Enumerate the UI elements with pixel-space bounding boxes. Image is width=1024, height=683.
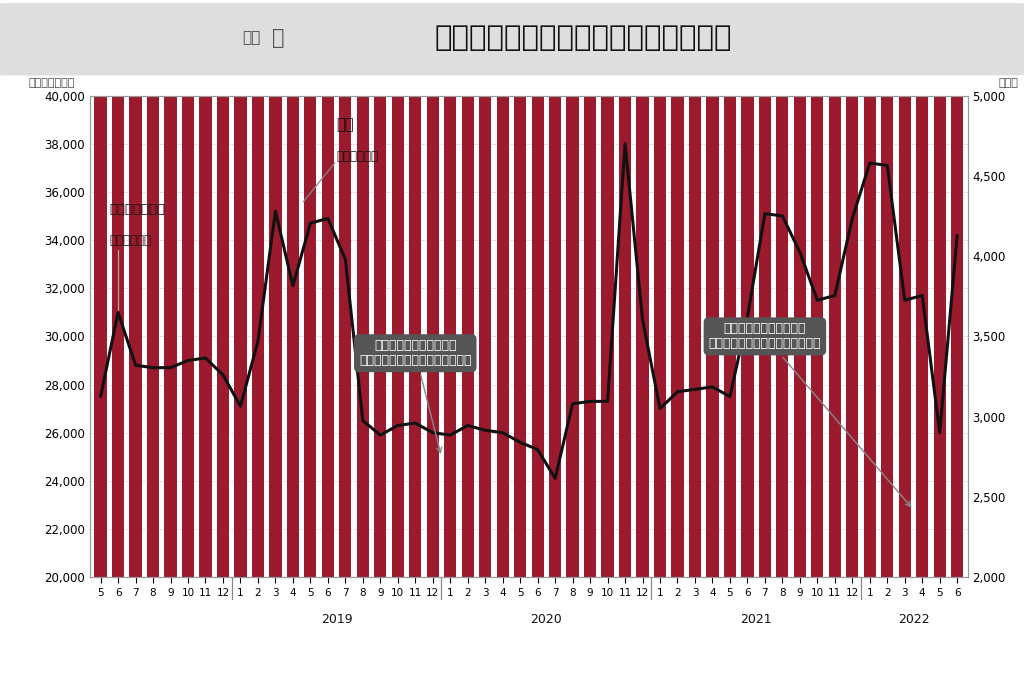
Bar bbox=[584, 0, 596, 577]
Bar bbox=[846, 0, 858, 577]
Text: 2020: 2020 bbox=[530, 613, 562, 626]
Text: （口）: （口） bbox=[998, 79, 1018, 88]
Bar bbox=[165, 0, 177, 577]
Bar bbox=[828, 0, 841, 577]
Bar bbox=[129, 0, 141, 577]
Bar bbox=[881, 0, 893, 577]
Bar bbox=[427, 0, 439, 577]
Bar bbox=[863, 0, 876, 577]
Text: 基準価格（円）: 基準価格（円） bbox=[29, 79, 75, 88]
Bar bbox=[200, 0, 212, 577]
Bar bbox=[741, 0, 754, 577]
Bar bbox=[217, 0, 229, 577]
Text: 図表: 図表 bbox=[242, 30, 260, 45]
FancyBboxPatch shape bbox=[0, 3, 1024, 75]
Bar bbox=[549, 0, 561, 577]
Bar bbox=[146, 0, 159, 577]
Bar bbox=[531, 0, 544, 577]
Bar bbox=[304, 0, 316, 577]
Bar bbox=[269, 0, 282, 577]
Bar bbox=[759, 0, 771, 577]
Bar bbox=[182, 0, 195, 577]
Bar bbox=[462, 0, 474, 577]
Bar bbox=[654, 0, 667, 577]
Bar bbox=[356, 0, 369, 577]
Bar bbox=[410, 0, 422, 577]
Bar bbox=[899, 0, 911, 577]
Bar bbox=[811, 0, 823, 577]
Bar bbox=[391, 0, 403, 577]
Bar bbox=[794, 0, 806, 577]
Bar bbox=[601, 0, 613, 577]
Text: （右目盛り）: （右目盛り） bbox=[110, 234, 152, 247]
Bar bbox=[444, 0, 457, 577]
Bar bbox=[776, 0, 788, 577]
Bar bbox=[322, 0, 334, 577]
Bar bbox=[689, 0, 701, 577]
Bar bbox=[112, 0, 124, 577]
Bar bbox=[934, 0, 946, 577]
Text: ｜: ｜ bbox=[272, 28, 285, 48]
Bar bbox=[618, 0, 631, 577]
Bar bbox=[672, 0, 684, 577]
Text: 2021: 2021 bbox=[740, 613, 772, 626]
Bar bbox=[497, 0, 509, 577]
Bar bbox=[566, 0, 579, 577]
Bar bbox=[514, 0, 526, 577]
Text: 価格が上がったときには
少しの数量（口数）しか買えない: 価格が上がったときには 少しの数量（口数）しか買えない bbox=[359, 339, 471, 453]
Text: 購入できる数量: 購入できる数量 bbox=[110, 203, 165, 216]
Bar bbox=[724, 0, 736, 577]
Text: 価格: 価格 bbox=[337, 117, 354, 132]
Bar bbox=[234, 0, 247, 577]
Bar bbox=[916, 0, 929, 577]
Bar bbox=[94, 0, 106, 577]
Text: 2022: 2022 bbox=[898, 613, 930, 626]
Bar bbox=[636, 0, 648, 577]
Text: ドルコスト平均法による投信の購入例: ドルコスト平均法による投信の購入例 bbox=[435, 24, 732, 52]
Bar bbox=[252, 0, 264, 577]
Bar bbox=[287, 0, 299, 577]
Bar bbox=[479, 0, 492, 577]
Bar bbox=[339, 0, 351, 577]
Bar bbox=[951, 0, 964, 577]
Text: （左目盛り）: （左目盛り） bbox=[337, 150, 379, 163]
Text: 2019: 2019 bbox=[321, 613, 352, 626]
Bar bbox=[374, 0, 386, 577]
Text: 価格が下がったときには
たくさんの数量（口数）が買える: 価格が下がったときには たくさんの数量（口数）が買える bbox=[709, 322, 910, 506]
Bar bbox=[707, 0, 719, 577]
